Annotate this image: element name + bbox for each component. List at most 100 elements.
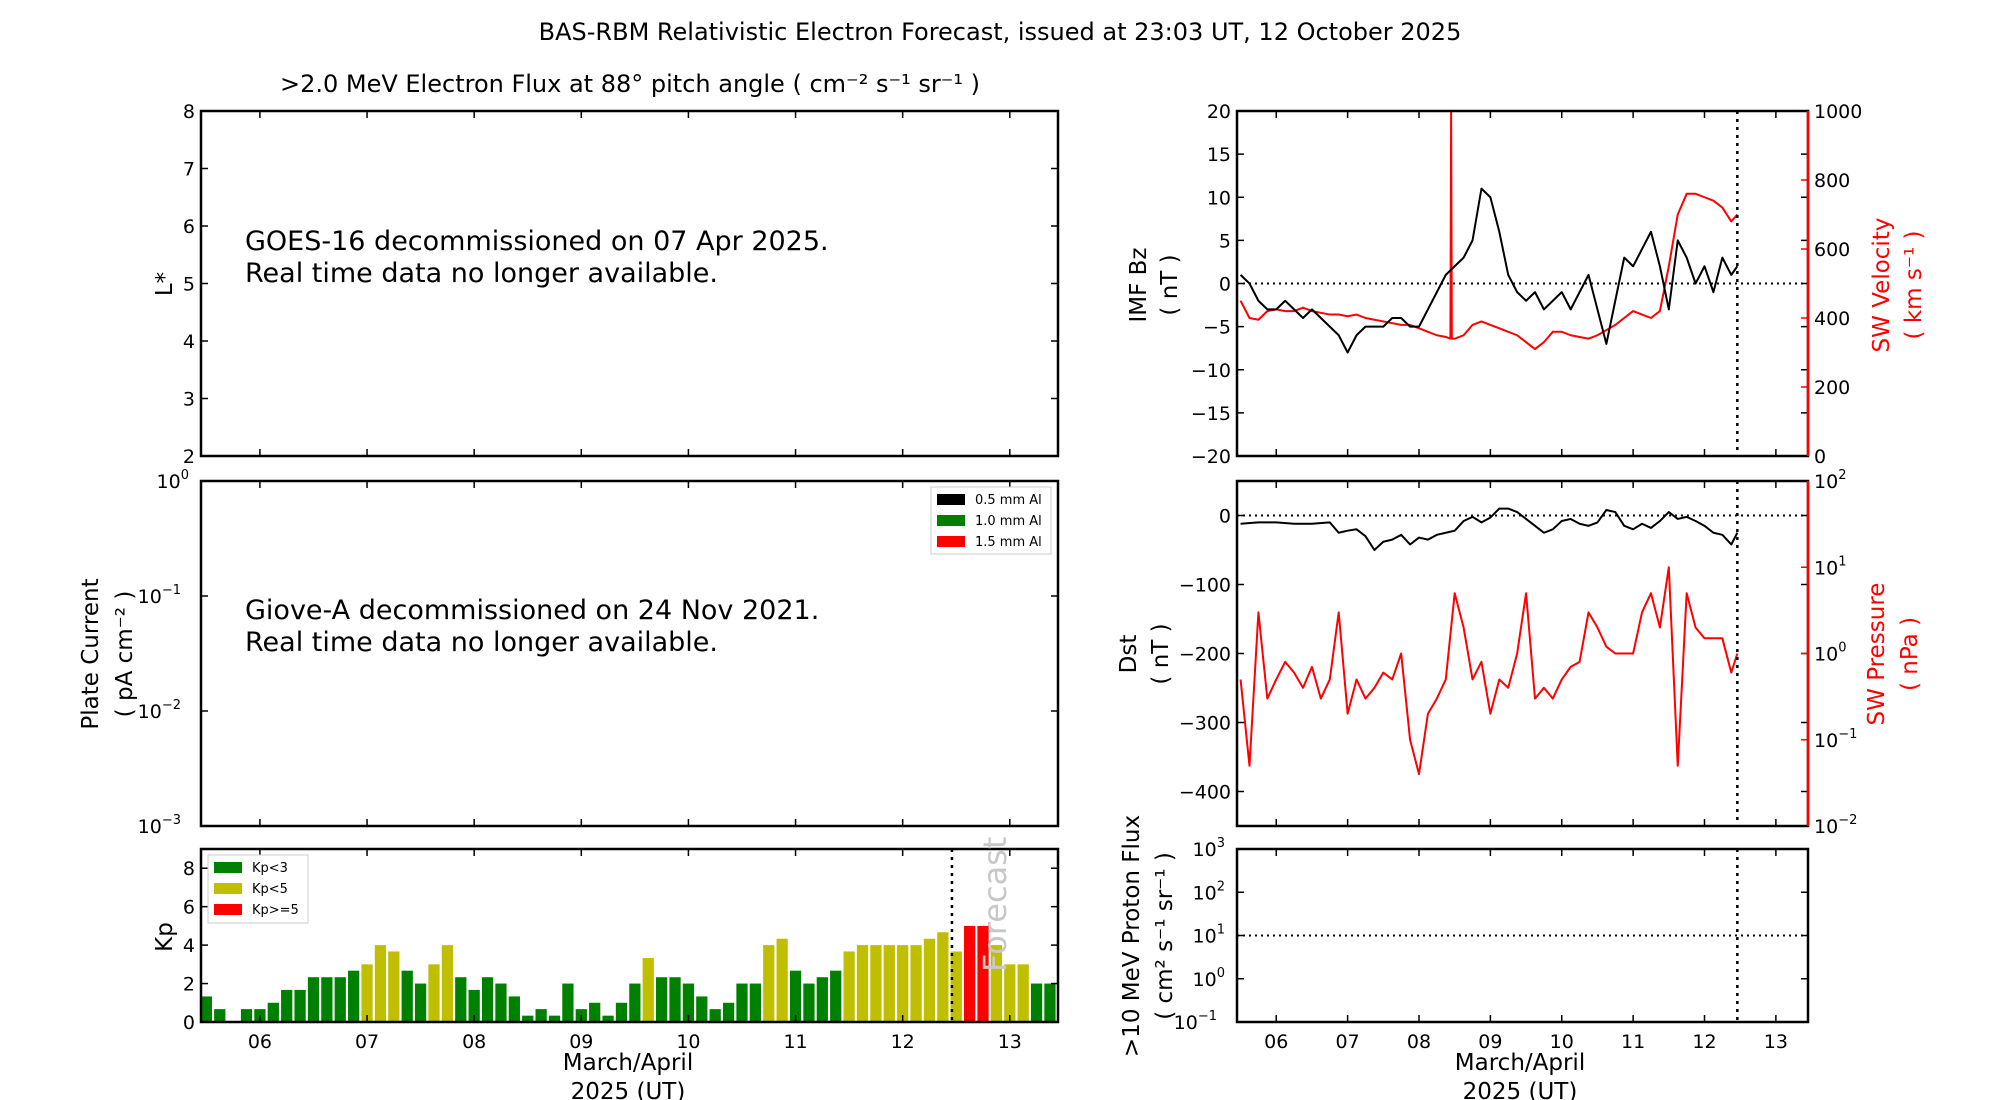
y-tick-label: 7 xyxy=(183,159,195,181)
y-tick-label: 1000 xyxy=(1814,101,1862,123)
kp-bar xyxy=(401,970,413,1022)
proton-flux-axis-unit: ( cm² s⁻¹ sr⁻¹ ) xyxy=(1152,852,1178,1020)
kp-bar xyxy=(214,1009,226,1022)
y-tick-label: 8 xyxy=(183,101,195,123)
y-tick-label: 6 xyxy=(183,216,195,238)
x-tick-label: 10 xyxy=(1550,1031,1574,1053)
y-tick-label: 100 xyxy=(1193,966,1225,991)
x-tick-label: 08 xyxy=(462,1031,486,1053)
y-tick-label: −400 xyxy=(1179,782,1231,804)
electron-flux-title: >2.0 MeV Electron Flux at 88° pitch angl… xyxy=(280,70,980,98)
kp-bar xyxy=(870,945,882,1022)
y-tick-label: 600 xyxy=(1814,239,1850,261)
figure-title: BAS-RBM Relativistic Electron Forecast, … xyxy=(539,18,1462,46)
electron-flux-panel: 2 3 4 5 6 7 8 xyxy=(183,101,1060,468)
forecast-label: Forecast xyxy=(976,837,1014,972)
dst-panel: −400 −300 −200 −100 0 10−2 10−1 100 101 102 xyxy=(1179,468,1858,838)
y-tick-label: 101 xyxy=(1814,554,1846,579)
x-tick-label: 06 xyxy=(1264,1031,1288,1053)
kp-bar xyxy=(803,983,815,1022)
kp-bar xyxy=(535,1009,547,1022)
y-tick-label: −100 xyxy=(1179,575,1231,597)
x-axis-sublabel-right: 2025 (UT) xyxy=(1463,1079,1578,1100)
kp-bar xyxy=(910,945,922,1022)
kp-bar xyxy=(937,932,949,1022)
x-tick-label: 07 xyxy=(355,1031,379,1053)
legend-label: 1.5 mm Al xyxy=(975,535,1042,550)
y-tick-label: 4 xyxy=(183,331,195,353)
proton-flux-axis-label: >10 MeV Proton Flux xyxy=(1119,815,1145,1057)
y-tick-label: −15 xyxy=(1191,403,1231,425)
kp-bar xyxy=(816,977,828,1022)
kp-bar xyxy=(1044,983,1056,1022)
x-tick-label: 13 xyxy=(1764,1031,1788,1053)
sw-velocity-line xyxy=(1239,110,1739,351)
kp-panel: 06 07 08 09 10 11 12 13 0 2 4 6 8 xyxy=(183,847,1060,1053)
kp-bar xyxy=(589,1002,601,1022)
x-tick-label: 12 xyxy=(1692,1031,1716,1053)
y-tick-label: 8 xyxy=(183,858,195,880)
x-tick-label: 09 xyxy=(1478,1031,1502,1053)
sw-velocity-axis-label: SW Velocity xyxy=(1869,218,1895,353)
y-tick-label: 800 xyxy=(1814,170,1850,192)
kp-bar xyxy=(548,1015,561,1022)
legend-label: Kp>=5 xyxy=(252,903,299,918)
y-tick-label: 10−2 xyxy=(1814,813,1857,838)
y-tick-label: 2 xyxy=(183,974,195,996)
legend-swatch-yellow xyxy=(214,883,242,894)
giove-message-line1: Giove-A decommissioned on 24 Nov 2021. xyxy=(245,595,819,626)
legend-swatch-red xyxy=(214,904,242,915)
x-axis-label-left: March/April xyxy=(563,1050,693,1076)
kp-bar xyxy=(522,1015,534,1022)
kp-bar xyxy=(763,945,775,1022)
y-tick-label: 15 xyxy=(1207,144,1231,166)
y-tick-label: 20 xyxy=(1207,101,1231,123)
y-tick-label: 10−1 xyxy=(138,583,181,608)
kp-bar xyxy=(428,964,440,1022)
goes-message-line2: Real time data no longer available. xyxy=(245,258,718,289)
kp-bar xyxy=(722,1002,735,1022)
dst-axis-unit: ( nT ) xyxy=(1148,623,1174,684)
plate-current-axis-label: Plate Current xyxy=(78,578,104,729)
kp-bar xyxy=(361,964,373,1022)
kp-bar xyxy=(923,938,936,1022)
y-tick-label: 200 xyxy=(1814,377,1850,399)
kp-bar xyxy=(856,945,869,1022)
y-tick-label: 10−1 xyxy=(1174,1009,1217,1034)
kp-bar xyxy=(334,977,346,1022)
y-tick-label: 3 xyxy=(183,389,195,411)
sw-velocity-axis-unit: ( km s⁻¹ ) xyxy=(1901,231,1927,340)
giove-message-line2: Real time data no longer available. xyxy=(245,627,718,658)
kp-bar xyxy=(830,970,842,1022)
kp-bar xyxy=(267,1002,279,1022)
plate-current-panel: 100 10−1 10−2 10−3 xyxy=(138,468,1060,838)
y-tick-label: 2 xyxy=(183,446,195,468)
y-tick-label: 100 xyxy=(1814,641,1846,666)
kp-bar xyxy=(656,977,668,1022)
x-tick-label: 11 xyxy=(1621,1031,1645,1053)
plot-frame xyxy=(1235,847,1810,1024)
kp-bar xyxy=(1057,964,1058,1022)
imf-bz-axis-label: IMF Bz xyxy=(1126,247,1152,322)
y-tick-label: 5 xyxy=(183,274,195,296)
kp-bar xyxy=(468,989,480,1022)
x-tick-label: 12 xyxy=(891,1031,915,1053)
kp-bar xyxy=(776,938,788,1022)
plot-frame xyxy=(199,847,1060,1024)
kp-bar xyxy=(562,983,574,1022)
kp-bar xyxy=(281,989,293,1022)
kp-bar xyxy=(481,977,494,1022)
plate-current-axis-unit: ( pA cm⁻² ) xyxy=(112,591,138,718)
y-tick-label: −300 xyxy=(1179,713,1231,735)
legend-swatch-green xyxy=(214,862,242,873)
sw-pressure-axis-label: SW Pressure xyxy=(1864,583,1890,726)
plot-frame xyxy=(199,109,1060,458)
y-tick-label: 0 xyxy=(1814,446,1826,468)
kp-bars xyxy=(201,925,1058,1022)
y-tick-label: 102 xyxy=(1193,879,1225,904)
y-tick-label: 100 xyxy=(157,468,189,493)
y-tick-label: 5 xyxy=(1219,230,1231,252)
legend-swatch-black xyxy=(937,494,965,505)
x-axis-sublabel-left: 2025 (UT) xyxy=(571,1079,686,1100)
